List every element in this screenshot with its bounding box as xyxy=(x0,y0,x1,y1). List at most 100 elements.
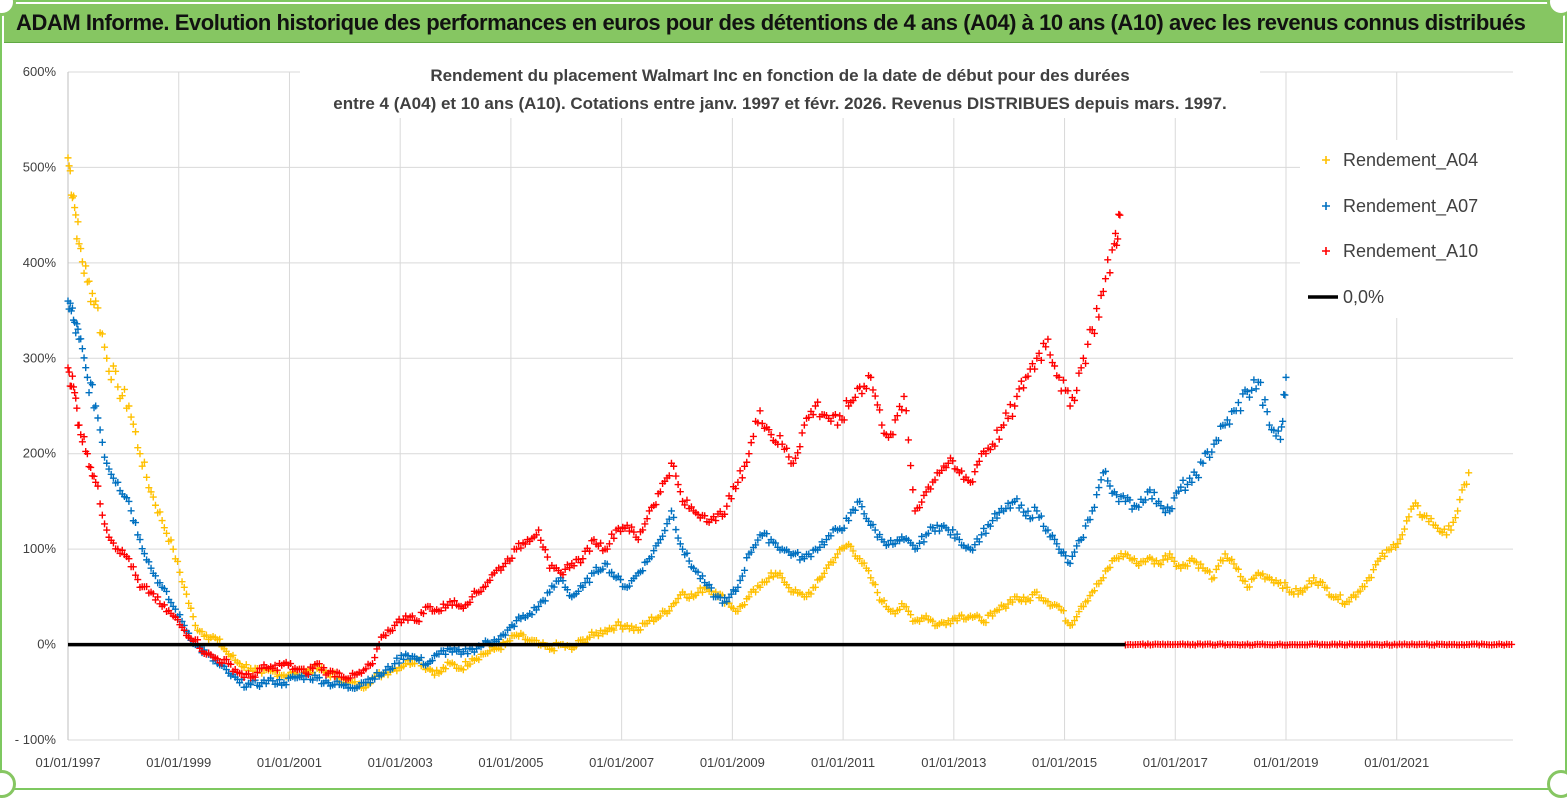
data-point xyxy=(107,470,115,478)
data-point xyxy=(72,329,80,337)
data-point xyxy=(1181,486,1189,494)
data-point xyxy=(156,579,164,587)
data-point xyxy=(798,429,806,437)
data-point xyxy=(845,402,853,410)
data-point xyxy=(176,568,184,576)
data-point xyxy=(512,617,520,625)
y-tick-label: 300% xyxy=(23,350,57,365)
data-point xyxy=(1192,558,1200,566)
data-point xyxy=(1033,354,1041,362)
data-point xyxy=(851,506,859,514)
data-point xyxy=(517,544,525,552)
data-point xyxy=(661,527,669,535)
data-point xyxy=(656,612,664,620)
data-point xyxy=(1310,574,1318,582)
data-point xyxy=(532,636,540,644)
data-point xyxy=(710,513,718,521)
data-point xyxy=(171,605,179,613)
data-point xyxy=(566,564,574,572)
data-point xyxy=(1119,492,1127,500)
data-point xyxy=(151,501,159,509)
data-point xyxy=(85,389,93,397)
data-point xyxy=(752,588,760,596)
data-point xyxy=(634,536,642,544)
data-point xyxy=(641,520,649,528)
data-point xyxy=(1179,476,1187,484)
data-point xyxy=(1381,552,1389,560)
data-point xyxy=(140,458,148,466)
data-point xyxy=(1051,362,1059,370)
data-point xyxy=(136,536,144,544)
data-point xyxy=(402,612,410,620)
data-point xyxy=(1352,593,1360,601)
data-point xyxy=(842,397,850,405)
data-point xyxy=(570,562,578,570)
corner-decoration xyxy=(1547,770,1567,798)
data-point xyxy=(1090,329,1098,337)
data-point xyxy=(1279,417,1287,425)
data-point xyxy=(145,558,153,566)
data-point xyxy=(371,675,379,683)
data-point xyxy=(617,621,625,629)
data-point xyxy=(300,665,308,673)
data-point xyxy=(989,517,997,525)
data-point xyxy=(608,568,616,576)
data-point xyxy=(149,590,157,598)
data-point xyxy=(579,555,587,563)
data-point xyxy=(426,603,434,611)
data-point xyxy=(419,610,427,618)
data-point xyxy=(827,532,835,540)
data-point xyxy=(1115,210,1123,218)
data-point xyxy=(1159,556,1167,564)
data-point xyxy=(73,320,81,328)
data-point xyxy=(862,384,870,392)
data-point xyxy=(160,601,168,609)
data-point xyxy=(973,461,981,469)
data-point xyxy=(216,635,224,643)
data-point xyxy=(114,383,122,391)
data-point xyxy=(397,651,405,659)
data-point xyxy=(767,431,775,439)
data-point xyxy=(1314,581,1322,589)
data-point xyxy=(1168,505,1176,513)
data-point xyxy=(271,661,279,669)
data-point xyxy=(1183,562,1191,570)
data-point xyxy=(1146,486,1154,494)
data-point xyxy=(975,538,983,546)
data-point xyxy=(811,583,819,591)
data-point xyxy=(167,599,175,607)
data-point xyxy=(1006,504,1014,512)
data-point xyxy=(1082,522,1090,530)
data-point xyxy=(656,488,664,496)
data-point xyxy=(1361,583,1369,591)
data-point xyxy=(1051,535,1059,543)
data-point xyxy=(747,439,755,447)
data-point xyxy=(935,527,943,535)
data-point xyxy=(971,468,979,476)
data-point xyxy=(736,467,744,475)
data-point xyxy=(628,523,636,531)
data-point xyxy=(105,367,113,375)
data-point xyxy=(88,381,96,389)
data-point xyxy=(107,376,115,384)
data-point xyxy=(543,553,551,561)
data-point xyxy=(1392,543,1400,551)
data-point xyxy=(1214,562,1222,570)
data-point xyxy=(971,541,979,549)
data-point xyxy=(132,428,140,436)
data-point xyxy=(623,521,631,529)
data-point xyxy=(672,526,680,534)
data-point xyxy=(154,593,162,601)
data-point xyxy=(896,537,904,545)
data-point xyxy=(94,414,102,422)
data-point xyxy=(1017,377,1025,385)
data-point xyxy=(991,510,999,518)
data-point xyxy=(83,278,91,286)
data-point xyxy=(82,364,90,372)
data-point xyxy=(65,162,73,170)
data-point xyxy=(1106,563,1114,571)
data-point xyxy=(1221,421,1229,429)
data-point xyxy=(756,583,764,591)
x-tick-label: 01/01/2001 xyxy=(257,755,322,770)
